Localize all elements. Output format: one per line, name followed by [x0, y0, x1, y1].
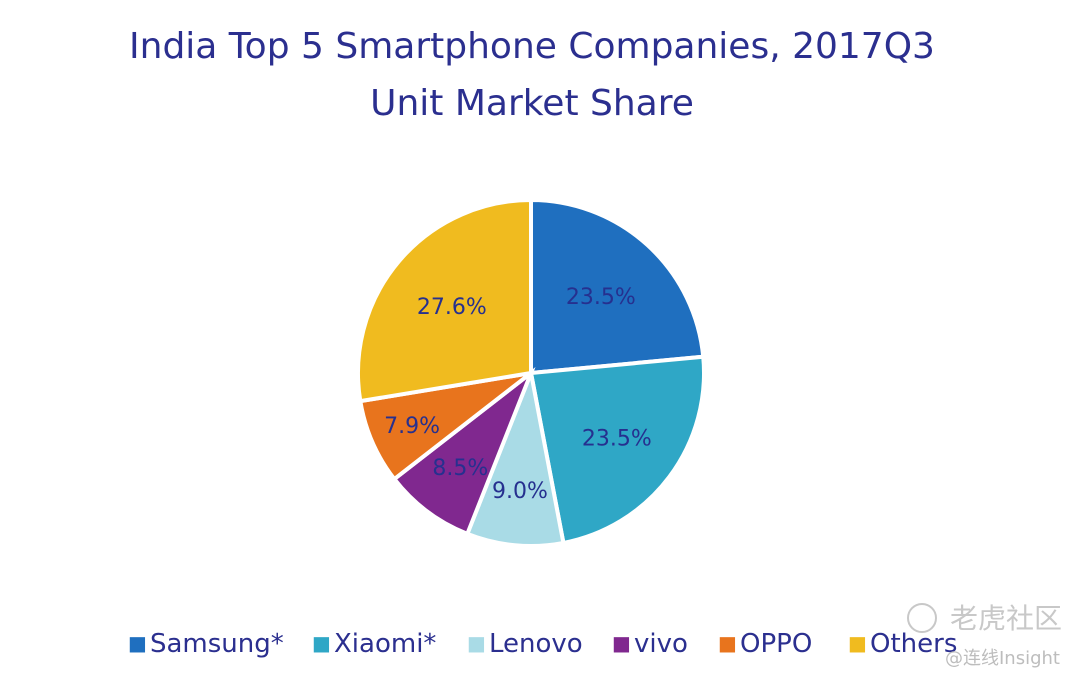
- legend-label: Lenovo: [489, 629, 583, 659]
- pie-slices: [356, 197, 706, 548]
- pie-slice-others: [356, 197, 533, 404]
- legend-label: OPPO: [740, 629, 812, 659]
- legend-marker: ■: [128, 631, 147, 655]
- legend-label: vivo: [634, 629, 688, 659]
- legend-marker: ■: [312, 631, 331, 655]
- legend-marker: ■: [612, 631, 631, 655]
- slice-label: 23.5%: [582, 426, 652, 451]
- pie-slice-samsung: [529, 197, 706, 376]
- legend-label: Xiaomi*: [334, 629, 436, 659]
- watermark: 老虎社区 @连线Insight: [907, 602, 1062, 669]
- chart-subtitle: Unit Market Share: [370, 83, 694, 124]
- watermark-sub: @连线Insight: [945, 648, 1060, 669]
- legend: ■ Samsung* ■ Xiaomi* ■ Lenovo ■ vivo ■ OPPO ■ Other…: [128, 629, 957, 659]
- slice-label: 7.9%: [384, 414, 440, 439]
- slice-label: 9.0%: [492, 479, 548, 504]
- pie-slice-labels: 23.5% 23.5% 9.0%8.5% 7.9% 27.6%: [384, 285, 652, 504]
- watermark-logo-icon: [907, 603, 937, 633]
- legend-marker: ■: [848, 631, 867, 655]
- legend-marker: ■: [718, 631, 737, 655]
- watermark-main: 老虎社区: [950, 602, 1062, 635]
- legend-label: Others: [870, 629, 957, 659]
- slice-label: 27.6%: [417, 295, 487, 320]
- chart-title: India Top 5 Smartphone Companies, 2017Q3: [129, 26, 935, 67]
- legend-marker: ■: [467, 631, 486, 655]
- slice-label: 8.5%: [432, 456, 488, 481]
- pie-slice-xiaomi: [528, 354, 706, 546]
- legend-label: Samsung*: [150, 629, 284, 659]
- slice-label: 23.5%: [566, 285, 636, 310]
